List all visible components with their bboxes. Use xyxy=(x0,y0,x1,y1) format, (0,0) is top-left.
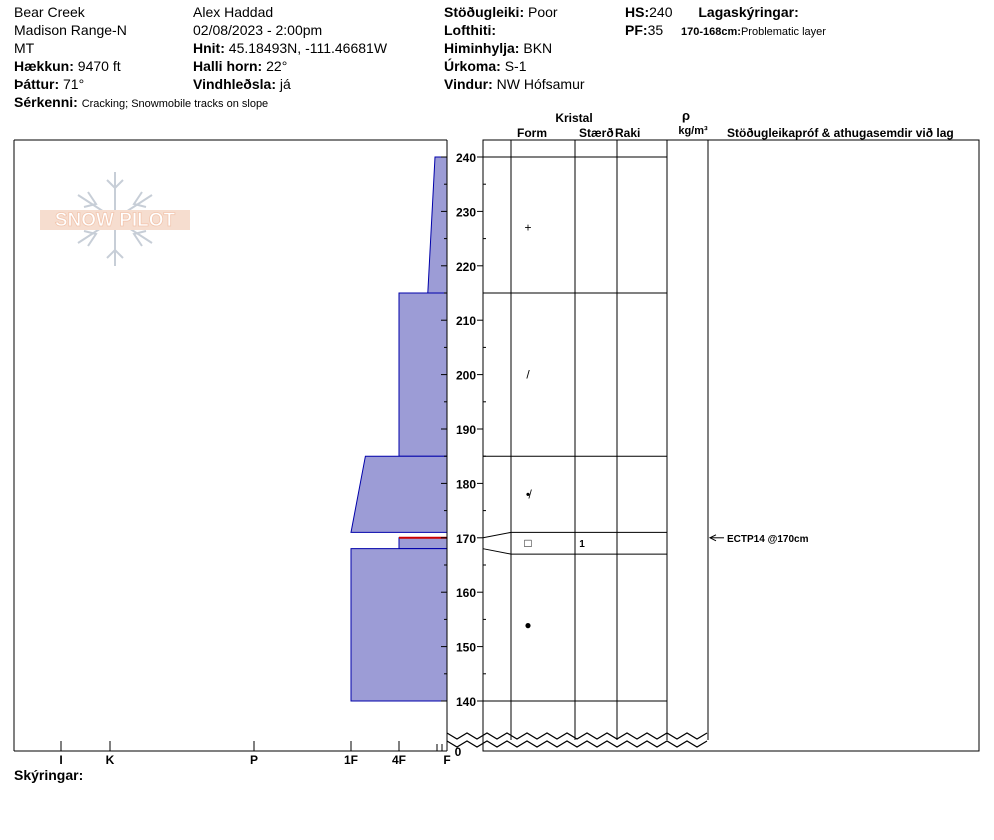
depth-label-200: 200 xyxy=(456,369,476,383)
elevation-value: 9470 ft xyxy=(77,58,121,74)
layer-note-text: Problematic layer xyxy=(740,26,826,38)
mountain-range: Madison Range-N xyxy=(14,22,127,38)
test-annotations: ECTP14 @170cm xyxy=(708,534,809,545)
wind-value: NW Hófsamur xyxy=(496,76,585,92)
location-name: Bear Creek xyxy=(14,4,85,20)
header-left: Bear Creek Madison Range-N MT Hækkun: 94… xyxy=(14,3,268,113)
notes-label: Skýringar: xyxy=(14,767,84,783)
layer-connector-4 xyxy=(482,548,512,555)
layer-connector-3 xyxy=(482,531,512,539)
logo-band xyxy=(40,210,190,230)
wind-row: Vindur: NW Hófsamur xyxy=(444,76,585,92)
stability-row: Stöðugleiki: Poor xyxy=(444,4,558,20)
grid-frame xyxy=(482,139,980,752)
hardness-plot xyxy=(13,139,447,752)
hardness-layers xyxy=(350,156,448,702)
crystal-form-0: + xyxy=(524,221,531,235)
density-unit: kg/m³ xyxy=(678,125,708,137)
precip-row: Úrkoma: S-1 xyxy=(444,58,527,74)
layer-note-range: 170-168cm: xyxy=(681,26,741,38)
density-symbol: ρ xyxy=(682,108,690,123)
crystal-form-2: •̸ xyxy=(526,487,532,501)
hardness-layer-1 xyxy=(398,292,448,457)
sky-row: Himinhylja: BKN xyxy=(444,40,553,56)
pf-value: 35 xyxy=(647,22,664,38)
hardness-label-I: I xyxy=(59,753,62,767)
hardness-axis: I K P 1F 4F F xyxy=(59,741,451,767)
crystal-marks: + / •̸ □ 1 ● xyxy=(524,221,585,632)
features-row: Sérkenni: Cracking; Snowmobile tracks on… xyxy=(14,94,269,110)
observer-name: Alex Haddad xyxy=(193,4,274,20)
observation-datetime: 02/08/2023 - 2:00pm xyxy=(193,22,323,38)
stability-value: Poor xyxy=(528,4,558,20)
depth-label-190: 190 xyxy=(456,423,476,437)
footer-notes: Skýringar: xyxy=(14,766,83,784)
hardness-label-1F: 1F xyxy=(344,753,358,767)
size-header: Stærð xyxy=(579,126,614,140)
crystal-grid xyxy=(446,139,980,752)
hardness-label-P: P xyxy=(250,753,258,767)
hardness-layer-0 xyxy=(427,156,448,294)
tests-header: Stöðugleikapróf & athugasemdir við lag xyxy=(727,126,954,140)
features-value: Cracking; Snowmobile tracks on slope xyxy=(81,98,269,110)
header-middle: Alex Haddad 02/08/2023 - 2:00pm Hnit: 45… xyxy=(193,3,387,93)
crystal-form-4: ● xyxy=(524,618,531,632)
depth-label-210: 210 xyxy=(456,314,476,328)
hs-value: 240 xyxy=(649,4,673,20)
state: MT xyxy=(14,40,35,56)
depth-label-220: 220 xyxy=(456,260,476,274)
depth-axis: 140 150 160 170 180 190 200 210 220 230 240 0 xyxy=(441,140,486,759)
depth-label-160: 160 xyxy=(456,586,476,600)
slope-row: Halli horn: 22° xyxy=(193,58,288,74)
precip-value: S-1 xyxy=(504,58,527,74)
depth-label-150: 150 xyxy=(456,641,476,655)
coords-row: Hnit: 45.18493N, -111.46681W xyxy=(193,40,388,56)
crystal-header: Kristal xyxy=(555,111,592,125)
crystal-form-1: / xyxy=(526,368,530,382)
air-temp-row: Lofthiti: xyxy=(444,22,497,38)
hs-row: HS:240 Lagaskýringar: xyxy=(625,4,799,20)
hardness-label-K: K xyxy=(106,753,115,767)
hardness-layer-3 xyxy=(398,537,448,550)
snowpilot-logo: SNOW PILOT xyxy=(40,172,190,266)
test-arrowhead-0 xyxy=(708,534,717,542)
header-right: HS:240 Lagaskýringar: PF:35 170-168cm:Pr… xyxy=(625,3,826,41)
slope-value: 22° xyxy=(266,58,288,74)
depth-label-zero: 0 xyxy=(455,745,462,759)
hardness-layer-4 xyxy=(350,548,448,702)
hardness-layer-2 xyxy=(350,455,448,533)
wind-loading-row: Vindhleðsla: já xyxy=(193,76,291,92)
layer-notes-label: Lagaskýringar: xyxy=(698,4,799,20)
depth-label-170: 170 xyxy=(456,532,476,546)
sky-value: BKN xyxy=(523,40,553,56)
axis-break-line-0 xyxy=(446,732,708,740)
coords-value: 45.18493N, -111.46681W xyxy=(228,40,388,56)
moisture-header: Raki xyxy=(615,126,640,140)
depth-label-240: 240 xyxy=(456,151,476,165)
depth-label-230: 230 xyxy=(456,205,476,219)
test-label-0: ECTP14 @170cm xyxy=(727,534,809,545)
form-header: Form xyxy=(517,126,547,140)
axis-break-line-1 xyxy=(446,740,708,748)
depth-label-140: 140 xyxy=(456,695,476,709)
column-headers: Kristal Form Stærð Raki ρ kg/m³ Stöðugle… xyxy=(517,108,954,140)
hardness-label-4F: 4F xyxy=(392,753,406,767)
wind-loading-value: já xyxy=(279,76,291,92)
depth-label-180: 180 xyxy=(456,477,476,491)
hardness-label-F: F xyxy=(443,753,450,767)
logo-text: SNOW PILOT xyxy=(55,210,176,231)
pf-row: PF:35 170-168cm:Problematic layer xyxy=(625,22,826,38)
crystal-size-3: 1 xyxy=(579,539,585,550)
aspect-row: Þáttur: 71° xyxy=(14,76,85,92)
aspect-value: 71° xyxy=(63,76,85,92)
header-conditions: Stöðugleiki: Poor Lofthiti: Himinhylja: … xyxy=(444,3,585,93)
elevation-row: Hækkun: 9470 ft xyxy=(14,58,121,74)
crystal-form-3: □ xyxy=(524,536,531,550)
